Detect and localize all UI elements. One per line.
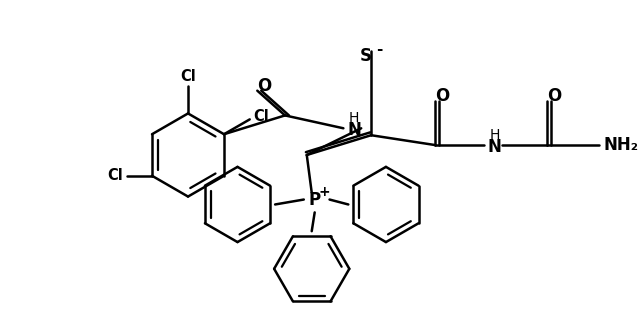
Text: S: S xyxy=(360,47,372,65)
Text: N: N xyxy=(488,138,502,156)
Text: O: O xyxy=(257,77,271,95)
Text: Cl: Cl xyxy=(180,69,196,84)
Text: H: H xyxy=(349,111,360,125)
Text: O: O xyxy=(435,86,449,104)
Text: O: O xyxy=(547,86,561,104)
Text: +: + xyxy=(319,185,330,199)
Text: H: H xyxy=(490,128,500,142)
Text: -: - xyxy=(376,42,382,57)
Text: N: N xyxy=(348,121,361,139)
Text: NH₂: NH₂ xyxy=(604,136,639,154)
Text: Cl: Cl xyxy=(108,168,124,183)
Text: Cl: Cl xyxy=(253,109,269,124)
Text: P: P xyxy=(308,191,321,209)
